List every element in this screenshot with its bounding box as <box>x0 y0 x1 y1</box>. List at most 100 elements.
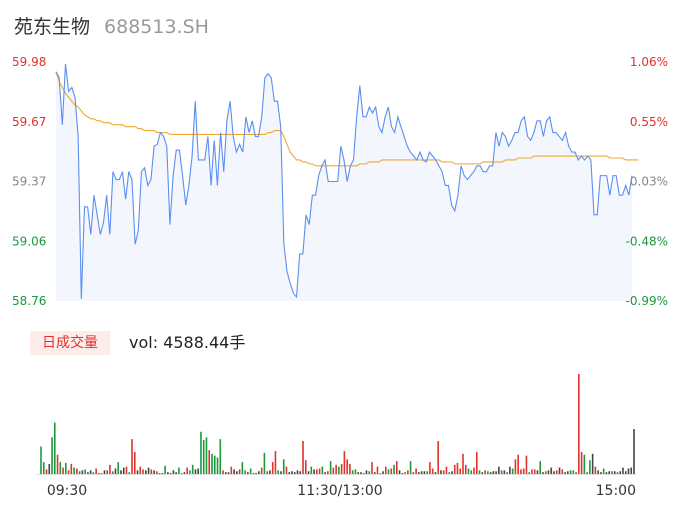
volume-bar <box>78 471 81 474</box>
volume-bar <box>412 472 415 474</box>
volume-bar <box>161 473 164 474</box>
volume-bar <box>255 473 257 474</box>
percent-tick-label: 0.03% <box>630 175 668 189</box>
volume-bar <box>120 470 122 474</box>
volume-bar <box>316 469 318 474</box>
volume-bar <box>470 470 473 474</box>
volume-bar <box>128 472 131 474</box>
volume-bar <box>222 470 224 474</box>
volume-bar <box>382 471 384 474</box>
volume-bar <box>542 472 544 474</box>
volume-bar <box>489 472 492 474</box>
volume-bar <box>630 467 633 474</box>
volume-bar <box>589 460 591 474</box>
volume-bar <box>500 470 503 474</box>
percent-tick-label: -0.99% <box>626 294 668 308</box>
volume-bar <box>122 467 125 474</box>
volume-bar <box>495 471 497 474</box>
volume-bar <box>572 470 575 474</box>
volume-bar <box>109 464 111 474</box>
volume-bar <box>613 471 616 474</box>
volume-bar <box>117 462 120 474</box>
volume-bar <box>426 471 428 474</box>
volume-bar <box>550 467 553 474</box>
volume-readout: vol: 4588.44手 <box>129 333 246 352</box>
volume-bar <box>396 461 398 474</box>
volume-bar <box>51 437 53 474</box>
volume-bar <box>76 468 78 474</box>
volume-bar <box>531 469 533 474</box>
volume-bar <box>73 467 75 474</box>
volume-bar <box>216 457 219 474</box>
volume-bar <box>238 469 241 474</box>
volume-bar <box>578 374 580 474</box>
volume-bar <box>591 453 594 474</box>
volume-bar <box>70 463 73 474</box>
volume-bar <box>602 468 605 474</box>
average-price-line <box>55 71 639 167</box>
volume-bar <box>296 470 299 474</box>
volume-bar <box>186 467 188 474</box>
volume-bar <box>183 472 186 474</box>
volume-bar <box>329 461 332 474</box>
volume-bar <box>211 453 213 474</box>
volume-bar <box>451 471 453 474</box>
volume-bar <box>95 468 97 474</box>
volume-bar <box>189 470 191 474</box>
volume-bar <box>437 440 439 474</box>
volume-bar <box>133 451 136 474</box>
volume-bar <box>194 469 197 474</box>
volume-bar <box>147 467 150 474</box>
volume-bar <box>172 470 175 474</box>
price-tick-label: 58.76 <box>12 294 46 308</box>
volume-bar <box>304 460 307 474</box>
volume-bar <box>236 471 238 474</box>
volume-bar <box>324 472 326 474</box>
volume-bar <box>475 451 478 474</box>
time-tick-label: 09:30 <box>47 483 87 499</box>
volume-bar <box>136 470 139 474</box>
volume-bar <box>434 472 437 474</box>
volume-bar <box>175 472 177 474</box>
volume-bar <box>553 471 555 474</box>
volume-bar <box>299 471 302 474</box>
volume-bar <box>244 470 246 474</box>
volume-bar <box>274 451 277 474</box>
volume-bar <box>509 466 511 474</box>
volume-bar <box>415 468 417 474</box>
volume-bar <box>260 467 263 474</box>
percent-tick-label: 1.06% <box>630 55 668 69</box>
price-tick-label: 59.06 <box>12 234 46 248</box>
volume-bar <box>390 468 393 474</box>
volume-bar <box>445 466 448 474</box>
volume-bar <box>42 462 45 474</box>
volume-bar <box>340 463 343 474</box>
volume-bar <box>164 465 166 474</box>
volume-bar <box>448 472 450 474</box>
volume-bar <box>258 471 260 474</box>
volume-bar <box>473 467 475 474</box>
volume-bar <box>263 452 266 474</box>
volume-bar <box>205 437 208 474</box>
volume-bar <box>547 470 550 474</box>
volume-bar <box>142 469 144 474</box>
volume-bar <box>40 446 42 474</box>
volume-bar <box>362 473 365 474</box>
volume-bar <box>423 471 426 474</box>
volume-bar <box>558 467 561 474</box>
volume-bar <box>376 466 379 474</box>
volume-bar <box>594 466 597 474</box>
volume-bar <box>145 470 147 474</box>
volume-bar <box>418 472 420 474</box>
volume-bar <box>586 472 588 474</box>
volume-bar <box>522 468 525 474</box>
volume-bar <box>528 472 530 474</box>
volume-bar <box>349 463 351 474</box>
volume-bar <box>407 470 409 474</box>
volume-bar <box>167 472 169 474</box>
stock-header: 苑东生物 688513.SH <box>14 12 209 40</box>
volume-bar <box>153 470 155 474</box>
volume-bar <box>498 466 500 474</box>
volume-bar <box>536 470 539 474</box>
